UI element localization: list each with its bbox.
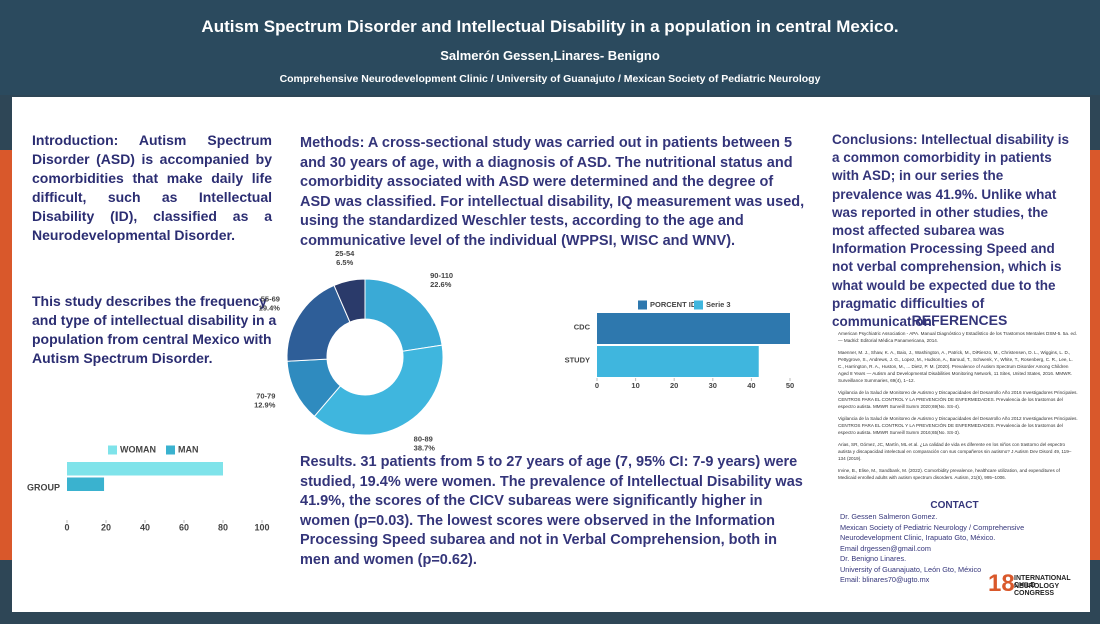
x-tick-label: 0	[595, 381, 599, 390]
logo-text: NEUROLOGY CONGRESS	[1014, 583, 1059, 597]
slice-value-label: 6.5%	[336, 258, 353, 267]
slice-value-label: 38.7%	[414, 443, 436, 452]
x-tick-label: 50	[786, 381, 794, 390]
legend-swatch	[694, 300, 703, 310]
slice-label: 80-89	[414, 434, 433, 443]
slice-label: 55-69	[261, 294, 280, 303]
logo: 18 INTERNATIONAL CHILD NEUROLOGY CONGRES…	[988, 570, 1088, 602]
references: American Psychiatric Association - APA. …	[838, 330, 1078, 486]
authors: Salmerón Gessen,Linares- Benigno	[440, 48, 660, 63]
intro: Introduction: Autism Spectrum Disorder (…	[32, 132, 272, 243]
contact-line: University of Guanajuato, León Gto, Méxi…	[840, 564, 982, 574]
x-tick-label: 0	[64, 522, 69, 532]
bar	[67, 462, 223, 476]
header: Autism Spectrum Disorder and Intellectua…	[0, 0, 1100, 95]
legend-swatch	[638, 300, 647, 310]
conclusions: Conclusions: Intellectual disability is …	[832, 132, 1070, 330]
slice-label: 25-54	[335, 249, 355, 258]
x-tick-label: 100	[254, 522, 269, 532]
slice-label: 70-79	[256, 391, 275, 400]
contact: Dr. Gessen Salmeron Gomez. Mexican Societ…	[840, 512, 1085, 586]
contact-line: Dr. Benigno Linares.	[840, 554, 907, 563]
legend-swatch	[166, 445, 175, 455]
panel	[12, 97, 1090, 612]
contact-title: CONTACT	[930, 500, 979, 511]
x-tick-label: 40	[140, 522, 150, 532]
reference: Vigilancia de la Salud de Monitoreo de A…	[838, 416, 1078, 435]
x-tick-label: 20	[670, 381, 678, 390]
contact-line: Mexican Society of Pediatric Neurology /…	[840, 522, 1025, 543]
category-label: STUDY	[565, 355, 590, 364]
bar	[597, 313, 790, 344]
x-tick-label: 60	[179, 522, 189, 532]
stripe	[1088, 150, 1100, 560]
logo-text: INTERNATIONAL CHILD	[1014, 575, 1071, 589]
legend-label: PORCENT ID	[650, 300, 697, 309]
donut-slice	[313, 344, 444, 436]
x-tick-label: 80	[218, 522, 228, 532]
legend-swatch	[108, 445, 117, 455]
reference: Maenner, M. J., Shaw, K. A., Baio, J., W…	[838, 350, 1073, 383]
slice-value-label: 19.4%	[259, 303, 281, 312]
category-label: GROUP	[27, 482, 60, 492]
contact-line: Email drgessen@gmail.com	[840, 543, 931, 553]
slice-value-label: 12.9%	[254, 400, 276, 409]
affiliation: Comprehensive Neurodevelopment Clinic / …	[279, 73, 821, 85]
donut-slice	[333, 278, 366, 323]
category-label: CDC	[574, 322, 591, 331]
reference: American Psychiatric Association - APA. …	[838, 331, 1077, 343]
legend-label: Serie 3	[706, 300, 731, 309]
x-tick-label: 40	[747, 381, 755, 390]
reference: Arias, SR, Gómez, JC, Martín, ML et al. …	[838, 442, 1072, 461]
slice-value-label: 22.6%	[430, 280, 452, 289]
slice-label: 90-110	[430, 271, 453, 280]
stripe	[0, 150, 12, 560]
reference: Irvine, B., Elise, M., Sandbank, M. (202…	[838, 468, 1060, 480]
reference: Vigilancia de la Salud de Monitoreo de A…	[838, 390, 1078, 409]
title: Autism Spectrum Disorder and Intellectua…	[201, 17, 899, 36]
donut-slice	[364, 278, 443, 352]
results: Results. 31 patients from 5 to 27 years …	[300, 454, 803, 568]
contact-line: Dr. Gessen Salmeron Gomez.	[840, 512, 938, 521]
bar	[597, 346, 759, 377]
references-title: REFERENCES	[911, 312, 1008, 328]
bar	[67, 477, 105, 491]
x-tick-label: 30	[709, 381, 717, 390]
legend-label: WOMAN	[120, 444, 156, 454]
legend-label: MAN	[178, 444, 199, 454]
contact-line: Email: blinares70@ugto.mx	[840, 575, 930, 584]
methods: Methods: A cross-sectional study was car…	[300, 135, 805, 249]
intro: This study describes the frequency and t…	[32, 293, 277, 366]
x-tick-label: 20	[101, 522, 111, 532]
logo-number: 18	[988, 570, 1015, 597]
x-tick-label: 10	[631, 381, 639, 390]
